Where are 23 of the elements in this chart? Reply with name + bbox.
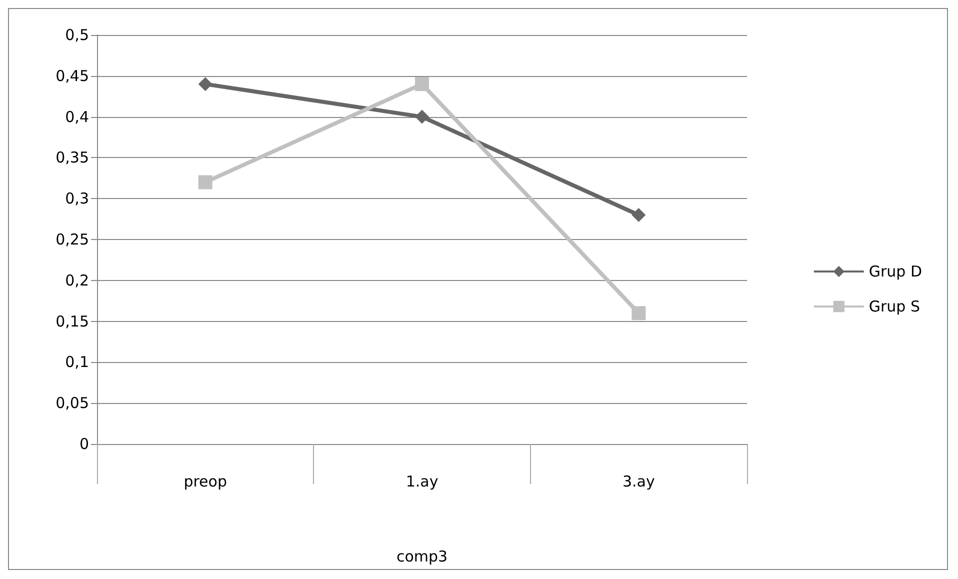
y-tick-label: 0,1 <box>65 353 89 372</box>
point <box>632 208 646 222</box>
point <box>415 110 429 124</box>
y-tick-label: 0 <box>79 435 89 453</box>
x-tick-label: preop <box>184 472 227 490</box>
legend-label: Grup S <box>868 298 920 316</box>
point <box>198 77 212 92</box>
point <box>198 175 212 190</box>
y-tick-label: 0,4 <box>65 108 89 126</box>
x-tick-label: 3.ay <box>622 472 655 490</box>
y-tick-label: 0,25 <box>56 230 89 248</box>
x-tick-label: 1.ay <box>406 472 438 490</box>
x-axis-title: comp3 <box>396 548 448 566</box>
point <box>632 306 646 320</box>
y-tick-label: 0,2 <box>65 271 89 290</box>
y-tick-label: 0,05 <box>56 394 89 412</box>
y-tick-label: 0,15 <box>56 312 89 330</box>
y-tick-label: 0,5 <box>65 26 89 44</box>
legend-label: Grup D <box>868 262 922 280</box>
y-tick-label: 0,3 <box>65 190 89 208</box>
point <box>415 77 429 92</box>
y-tick-label: 0,35 <box>56 148 89 167</box>
y-tick-label: 0,45 <box>56 66 89 85</box>
